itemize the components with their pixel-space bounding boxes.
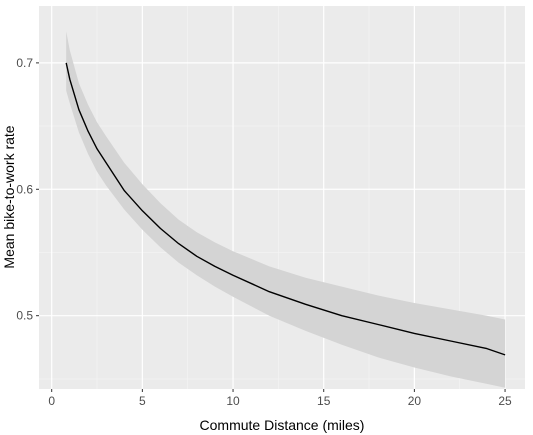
fitted-line: [65, 62, 506, 356]
x-tick-label: 10: [226, 394, 240, 408]
x-tick-label: 25: [498, 394, 512, 408]
y-tick-label: 0.5: [16, 309, 33, 323]
confidence-ribbon: [66, 31, 506, 388]
x-tick-label: 0: [48, 394, 55, 408]
x-tick-label: 15: [317, 394, 331, 408]
grid-minor: [39, 6, 525, 389]
x-axis: 0 5 10 15 20 25: [48, 389, 512, 408]
x-tick-label: 5: [139, 394, 146, 408]
trend-line: [65, 62, 506, 356]
y-axis: 0.5 0.6 0.7: [16, 56, 39, 323]
y-axis-title: Mean bike-to-work rate: [1, 125, 17, 268]
y-tick-label: 0.7: [16, 56, 33, 70]
x-axis-title: Commute Distance (miles): [200, 417, 365, 433]
x-tick-label: 20: [408, 394, 422, 408]
y-tick-label: 0.6: [16, 182, 33, 196]
confidence-band: [66, 31, 506, 388]
